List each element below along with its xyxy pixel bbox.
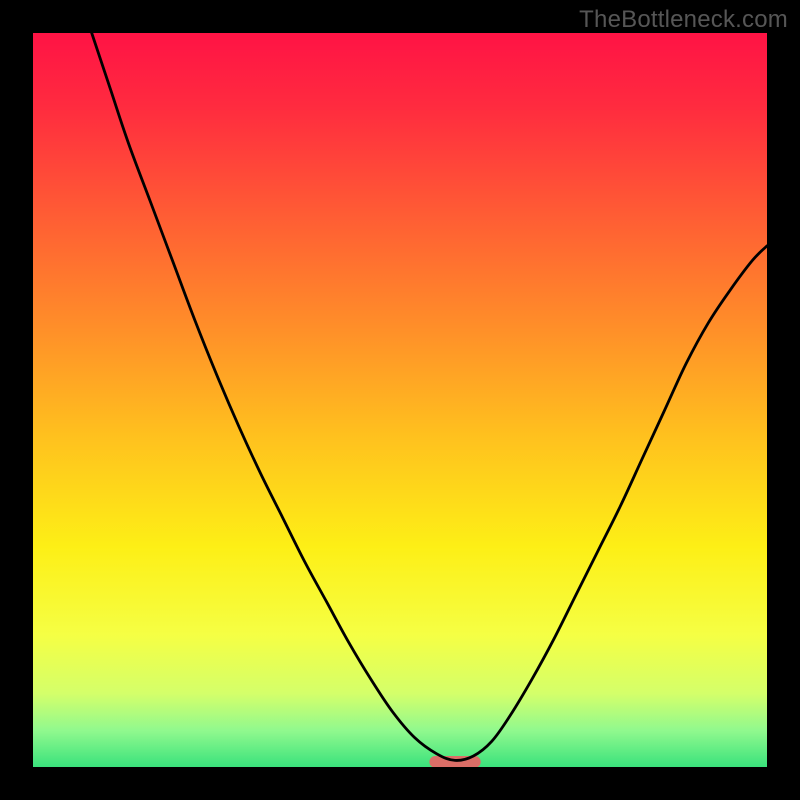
stage: TheBottleneck.com	[0, 0, 800, 800]
bottleneck-marker	[429, 756, 480, 768]
gradient-background	[33, 33, 767, 767]
chart-svg	[0, 0, 800, 800]
